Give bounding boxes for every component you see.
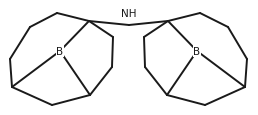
Text: B: B [57, 47, 63, 56]
Text: B: B [194, 47, 200, 56]
Text: NH: NH [121, 9, 137, 19]
